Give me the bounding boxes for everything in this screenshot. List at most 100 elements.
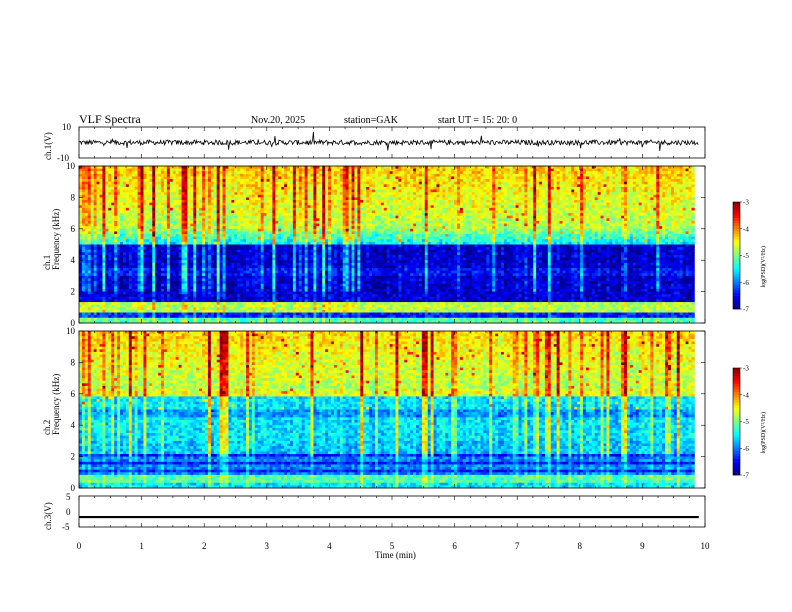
spec1-cell	[161, 169, 164, 172]
spec1-cell	[158, 166, 161, 169]
spec1-cell	[677, 174, 680, 177]
spec1-cell	[152, 171, 155, 174]
spec1-cell	[105, 184, 108, 187]
spec1-cell	[410, 182, 413, 185]
spec1-cell	[507, 182, 510, 185]
spec1-cell	[211, 174, 214, 177]
spec1-cell	[264, 174, 267, 177]
spec1-cell	[498, 176, 501, 179]
spec1-cell	[650, 166, 653, 169]
spec1-cell	[645, 174, 648, 177]
spec1-cell	[533, 174, 536, 177]
spec1-cell	[205, 174, 208, 177]
spec1-cell	[527, 182, 530, 185]
spec1-cell	[691, 179, 694, 182]
spec1-cell	[677, 176, 680, 179]
spec1-cell	[255, 171, 258, 174]
spec1-cell	[542, 176, 545, 179]
spec1-cell	[606, 179, 609, 182]
spec1-cell	[275, 184, 278, 187]
spec1-cell	[621, 182, 624, 185]
spec1-cell	[601, 169, 604, 172]
spec1-cell	[155, 174, 158, 177]
spec1-cell	[519, 176, 522, 179]
spec1-cell	[272, 184, 275, 187]
spec1-cell	[565, 176, 568, 179]
spec1-cell	[170, 171, 173, 174]
spec1-cell	[182, 176, 185, 179]
spec1-cell	[231, 166, 234, 169]
spec1-cell	[431, 174, 434, 177]
spec1-cell	[454, 171, 457, 174]
spec1-cell	[647, 174, 650, 177]
spec1-cell	[483, 182, 486, 185]
spec1-cell	[604, 176, 607, 179]
spec1-cell	[308, 184, 311, 187]
spec1-cell	[460, 174, 463, 177]
spec1-cell	[187, 171, 190, 174]
spec1-cell	[205, 169, 208, 172]
spec1-cell	[129, 166, 132, 169]
spec1-cell	[138, 166, 141, 169]
spec1-cell	[82, 171, 85, 174]
spec1-cell	[352, 176, 355, 179]
spec1-cell	[560, 169, 563, 172]
spec1-cell	[102, 179, 105, 182]
spec1-cell	[170, 174, 173, 177]
spec1-cell	[615, 174, 618, 177]
spec1-cell	[524, 166, 527, 169]
spec1-cell	[431, 176, 434, 179]
spec1-cell	[366, 174, 369, 177]
spec1-cell	[504, 182, 507, 185]
spec1-cell	[404, 174, 407, 177]
spec1-cell	[261, 179, 264, 182]
spec1-cell	[88, 174, 91, 177]
spec1-cell	[369, 184, 372, 187]
spec1-cell	[565, 174, 568, 177]
spec1-cell	[246, 166, 249, 169]
spec1-cell	[419, 174, 422, 177]
spec1-cell	[445, 179, 448, 182]
spec1-cell	[269, 171, 272, 174]
spec1-cell	[354, 179, 357, 182]
spec1-cell	[190, 184, 193, 187]
spec1-cell	[378, 182, 381, 185]
spec1-cell	[349, 166, 352, 169]
spec1-cell	[158, 171, 161, 174]
spec1-cell	[258, 171, 261, 174]
spec1-cell	[299, 169, 302, 172]
spec1-cell	[598, 171, 601, 174]
spec1-cell	[486, 166, 489, 169]
spec1-cell	[322, 166, 325, 169]
spec1-cell	[630, 176, 633, 179]
spec1-cell	[472, 176, 475, 179]
spec1-cell	[126, 179, 129, 182]
spec1-cell	[228, 184, 231, 187]
spec1-cell	[243, 179, 246, 182]
spec1-cell	[308, 179, 311, 182]
vlf-spectra-figure: VLF Spectra Nov.20, 2025 station=GAK sta…	[0, 0, 792, 612]
spec1-cell	[398, 169, 401, 172]
spec1-cell	[199, 182, 202, 185]
spec1-cell	[325, 179, 328, 182]
spec1-cell	[255, 176, 258, 179]
spec1-cell	[152, 182, 155, 185]
spec1-cell	[524, 176, 527, 179]
spec1-cell	[202, 176, 205, 179]
spec1-cell	[164, 182, 167, 185]
spec1-cell	[627, 176, 630, 179]
spec1-cell	[293, 171, 296, 174]
spec1-cell	[533, 171, 536, 174]
spec1-cell	[416, 174, 419, 177]
spec1-cell	[604, 174, 607, 177]
spec1-cell	[155, 182, 158, 185]
spec1-cell	[527, 169, 530, 172]
spec1-cell	[683, 171, 686, 174]
spec1-cell	[636, 176, 639, 179]
spec1-cell	[469, 176, 472, 179]
spec1-cell	[108, 179, 111, 182]
spec1-cell	[278, 184, 281, 187]
spec1-cell	[501, 179, 504, 182]
spec1-cell	[132, 166, 135, 169]
spec1-cell	[674, 182, 677, 185]
